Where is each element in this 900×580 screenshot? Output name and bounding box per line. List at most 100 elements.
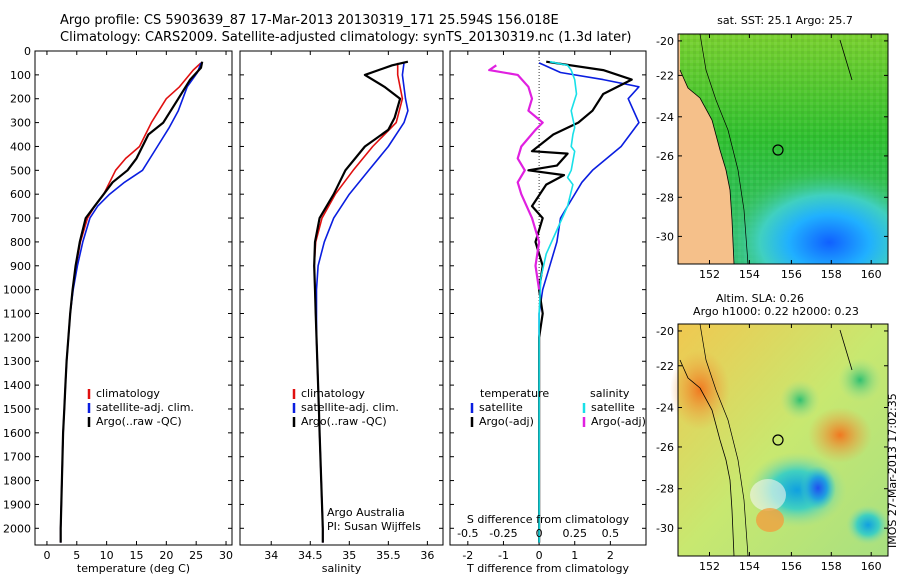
map-lon-label: 154 [739,560,760,573]
legend-label: satellite-adj. clim. [96,401,194,414]
map-lat-label: -30 [656,230,674,243]
header-line-1: Argo profile: CS 5903639_87 17-Mar-2013 … [60,13,559,28]
y-tick-label: 900 [10,260,31,273]
x-axis-label: salinity [322,562,362,575]
map-lat-label: -22 [656,360,674,373]
top-tick-label: -0.25 [489,527,517,540]
legend-label: Argo(-adj) [591,415,646,428]
x-tick-label: 15 [129,549,143,562]
sla-map: Altim. SLA: 0.26 Argo h1000: 0.22 h2000:… [656,292,890,573]
sst-map-axes: -20 -22 -24 -26 -28 -30 152 154 156 158 160 [656,34,888,281]
y-tick-label: 600 [10,188,31,201]
x-tick-label: 0 [536,549,543,562]
map-lon-label: 152 [699,268,720,281]
sla-map-title-1: Altim. SLA: 0.26 [716,292,804,305]
y-tick-label: 100 [10,69,31,82]
legend-label: satellite [591,401,635,414]
map-lat-label: -24 [656,111,674,124]
top-tick-label: 0.5 [602,527,620,540]
map-lon-label: 156 [781,560,802,573]
legend-title-temperature: temperature [480,387,549,400]
plot-frame [449,50,647,546]
x-tick-label: 25 [189,549,203,562]
x-tick-label: -1 [498,549,509,562]
x-tick-label: 36 [420,549,434,562]
series-line [313,60,409,543]
map-lat-label: -26 [656,441,674,454]
y-tick-label: 800 [10,236,31,249]
sla-argo-marker [772,434,784,446]
map-lon-label: 158 [821,268,842,281]
map-lon-label: 154 [739,268,760,281]
annotation-text: Argo Australia [327,506,405,519]
map-lon-label: 152 [699,560,720,573]
y-tick-label: 1200 [3,331,31,344]
x-tick-label: 30 [219,549,233,562]
top-axis-label: S difference from climatology [467,513,630,526]
x-tick-label: 2 [607,549,614,562]
footer-credit: IMOS 27-Mar-2013 17:02:35 [886,393,899,548]
salinity-panel: 34 34.5 35 35.5 36 salinity climatologysatelli… [239,50,444,575]
map-lat-label: -22 [656,69,674,82]
sla-map-title-2: Argo h1000: 0.22 h2000: 0.23 [693,305,859,318]
map-lat-label: -28 [656,191,674,204]
map-lon-label: 160 [861,560,882,573]
legend-label: satellite-adj. clim. [301,401,399,414]
x-tick-label: 35 [342,549,356,562]
series-line [538,60,578,543]
y-tick-label: 1100 [3,308,31,321]
legend-label: satellite [479,401,523,414]
y-tick-label: 0 [24,45,31,58]
map-lon-label: 158 [821,560,842,573]
y-tick-label: 2000 [3,522,31,535]
difference-panel: -2 -1 0 1 2T difference from climatology temp… [449,50,647,575]
x-tick-label: -2 [462,549,473,562]
x-tick-label: 34 [264,549,278,562]
y-tick-label: 1800 [3,475,31,488]
y-tick-label: 300 [10,117,31,130]
plot-frame [239,50,444,546]
map-lon-label: 156 [781,268,802,281]
x-tick-label: 10 [100,549,114,562]
top-tick-label: -0.5 [457,527,478,540]
y-tick-label: 1300 [3,355,31,368]
y-tick-label: 500 [10,164,31,177]
x-axis-label: temperature (deg C) [77,562,190,575]
y-tick-label: 1700 [3,451,31,464]
map-lat-label: -20 [656,325,674,338]
legend-label: Argo(..raw -QC) [96,415,182,428]
map-lat-label: -24 [656,402,674,415]
legend-label: Argo(..raw -QC) [301,415,387,428]
legend-label: climatology [301,387,365,400]
plot-frame [34,50,233,546]
y-tick-label: 1000 [3,284,31,297]
temperature-panel: 0 5 10 15 20 25 30 temperature (deg C) 0 100 200 30… [3,45,233,575]
map-lat-label: -30 [656,522,674,535]
legend-label: climatology [96,387,160,400]
map-lat-label: -28 [656,483,674,496]
annotation-text: PI: Susan Wijffels [327,520,421,533]
sst-map: sat. SST: 25.1 Argo: 25.7 -20 -22 -24 -26 -2… [656,14,889,281]
top-tick-label: 0.25 [562,527,587,540]
x-tick-label: 35.5 [376,549,401,562]
map-lat-label: -26 [656,150,674,163]
y-tick-label: 400 [10,140,31,153]
sst-argo-marker [772,144,784,156]
y-tick-label: 1900 [3,498,31,511]
series-line [488,64,544,290]
x-tick-label: 34.5 [298,549,323,562]
map-lat-label: -20 [656,35,674,48]
y-tick-label: 1600 [3,427,31,440]
sst-map-title: sat. SST: 25.1 Argo: 25.7 [717,14,853,27]
top-tick-label: 0 [536,527,543,540]
x-tick-label: 0 [43,549,50,562]
header-line-2: Climatology: CARS2009. Satellite-adjuste… [60,30,632,45]
sla-map-axes: -20 -22 -24 -26 -28 -30 152 154 156 158 160 [656,324,888,573]
legend-label: Argo(-adj) [479,415,534,428]
x-axis-label: T difference from climatology [466,562,629,575]
x-tick-label: 5 [73,549,80,562]
y-tick-label: 200 [10,93,31,106]
y-tick-label: 1500 [3,403,31,416]
y-tick-label: 1400 [3,379,31,392]
